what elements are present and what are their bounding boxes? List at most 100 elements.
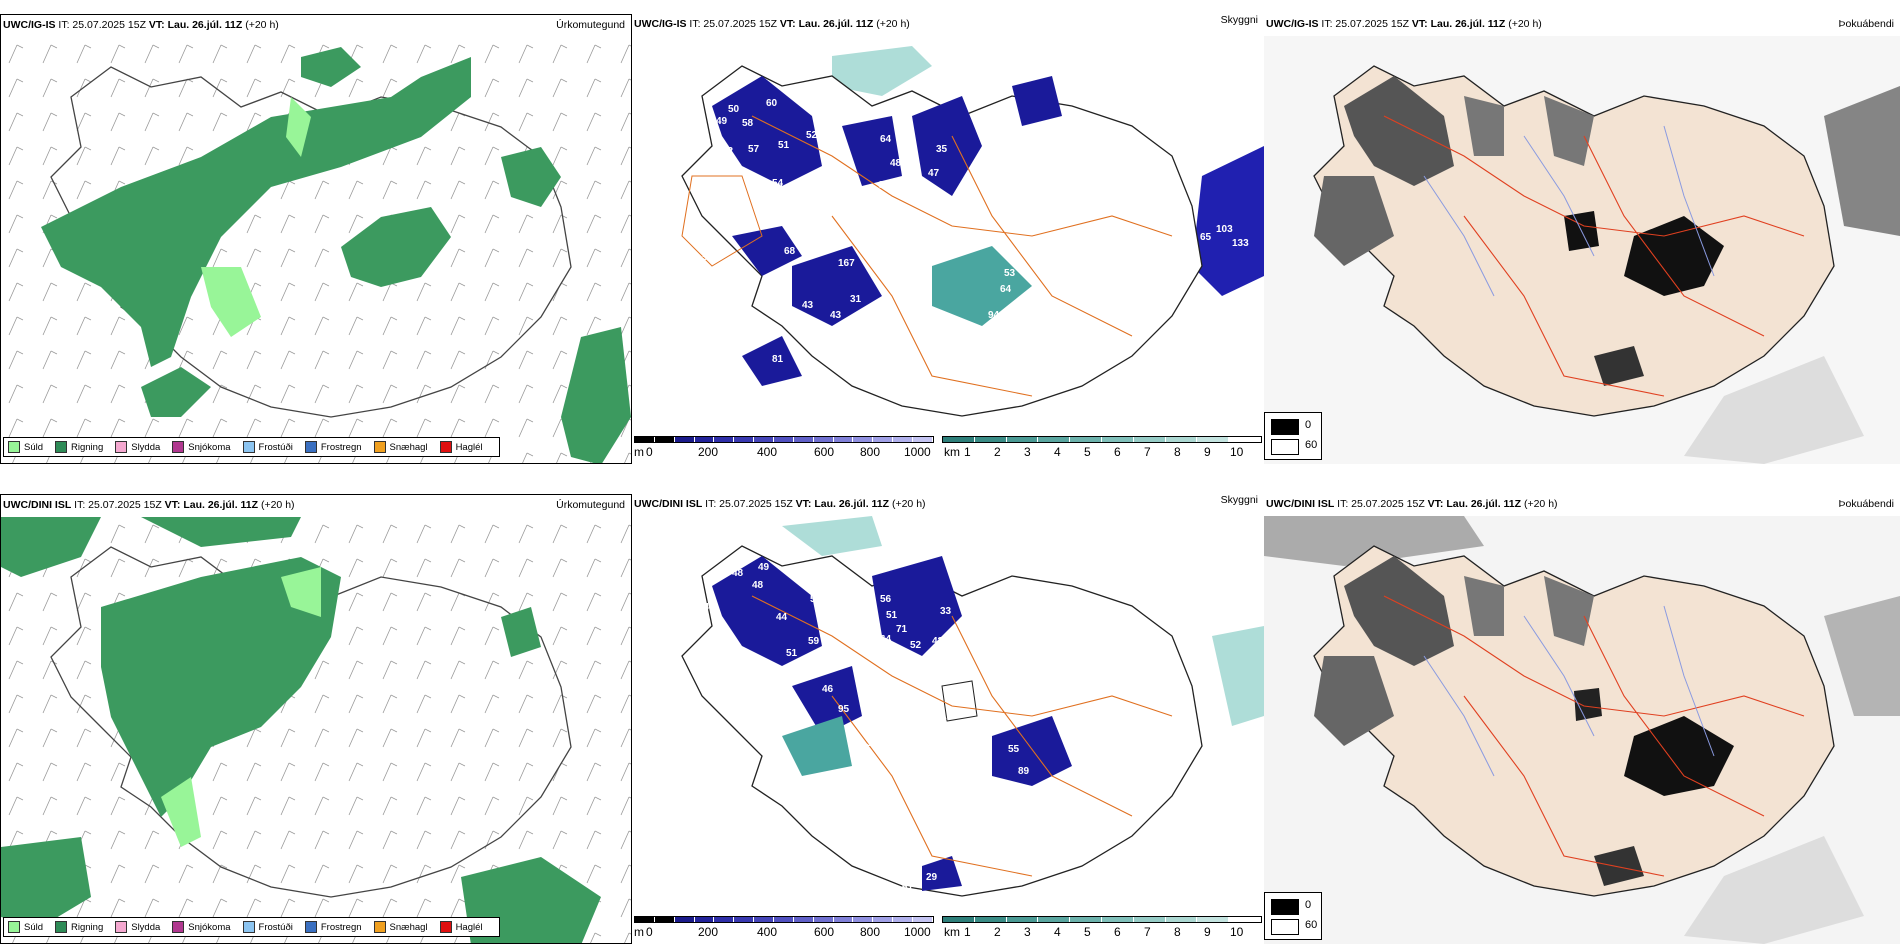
visibility-label: 43 [724,224,736,235]
legend-swatch [8,441,20,453]
colorbar-tick: 10 [1230,925,1244,939]
fog-map [1264,516,1900,944]
visibility-label: 57 [894,720,906,731]
legend-label: Snæhagl [389,921,428,933]
visibility-label: 95 [838,704,850,715]
lead-time: (+20 h) [1508,18,1542,30]
legend-item: Slydda [115,921,160,933]
legend-label: Snæhagl [389,441,428,453]
fog-legend-swatch-white [1271,919,1299,935]
legend-label: Frostregn [320,441,362,453]
visibility-label: 65 [1200,232,1212,243]
legend-label: Frostúði [258,441,293,453]
visibility-label: 33 [940,606,952,617]
colorbar-unit: km [944,445,960,459]
fog-panel-bottom: UWC/DINI ISL IT: 25.07.2025 15Z VT: Lau.… [1264,494,1900,944]
legend-swatch [439,441,452,453]
legend-swatch [304,441,317,453]
visibility-label: 59 [808,636,820,647]
colorbar-tick: 0 [646,445,653,459]
colorbar-tick: 3 [1024,445,1031,459]
colorbar-tick: 600 [814,925,835,939]
valid-time-label: VT: [795,498,812,510]
colorbar-tick: 1 [964,925,971,939]
visibility-panel-top: UWC/IG-IS IT: 25.07.2025 15Z VT: Lau. 26… [632,14,1264,464]
visibility-label: 52 [856,318,868,329]
legend-swatch [439,921,452,933]
visibility-label: 36 [866,644,878,655]
visibility-label: 43 [802,300,814,311]
visibility-colorbar-bar [942,916,1262,923]
panel-header: UWC/DINI ISL IT: 25.07.2025 15Z VT: Lau.… [634,494,1260,512]
legend-swatch [172,441,185,453]
valid-time-label: VT: [779,18,796,30]
legend-item: Frostúði [242,921,293,933]
visibility-label: 54 [698,602,710,613]
visibility-label: 51 [778,140,790,151]
precip-map [1,517,631,943]
visibility-label: 35 [936,144,948,155]
lead-time: (+20 h) [245,19,279,31]
legend-swatch [55,921,68,933]
lead-time: (+20 h) [260,499,295,511]
lead-time: (+20 h) [876,18,910,30]
parameter-name: Skyggni [1220,14,1258,26]
visibility-label: 53 [1004,268,1016,279]
visibility-label: 49 [804,324,816,335]
fog-legend-swatch-black [1271,419,1299,435]
legend-item: Frostregn [304,921,362,933]
visibility-label: 46 [822,684,834,695]
visibility-label: 58 [804,184,816,195]
colorbar-tick: 200 [698,445,719,459]
fog-legend-label: 0 [1305,419,1312,431]
legend-item: Rigning [55,441,103,453]
visibility-label: 103 [1216,224,1233,235]
panel-header: UWC/IG-IS IT: 25.07.2025 15Z VT: Lau. 26… [3,19,627,33]
init-time: IT: 25.07.2025 15Z [689,18,777,30]
fog-legend-label: 60 [1305,439,1318,451]
model-name: UWC/IG-IS [1266,18,1319,30]
legend-item: Snjókoma [172,921,231,933]
visibility-label: 43 [830,310,842,321]
visibility-label: 31 [850,294,862,305]
legend-item: Snæhagl [373,921,428,933]
visibility-label: 94 [988,310,1000,321]
legend-item: Slydda [115,441,160,453]
colorbar-tick: 2 [994,445,1001,459]
visibility-label: 76 [936,716,948,727]
visibility-label: 36 [928,392,940,403]
visibility-label: 39 [902,396,914,407]
visibility-label: 54 [772,178,784,189]
visibility-label: 52 [806,130,818,141]
colorbar-tick: 2 [994,925,1001,939]
legend-label: Haglél [455,921,483,933]
init-time: IT: 25.07.2025 15Z [58,19,146,31]
colorbar-tick: 800 [860,925,881,939]
fog-legend: 0 60 [1264,412,1322,460]
visibility-label: 101 [1064,568,1081,579]
legend-item: Frostregn [304,441,362,453]
init-time: IT: 25.07.2025 15Z [705,498,793,510]
legend-swatch [115,921,128,933]
precip-panel-bottom: UWC/DINI ISL IT: 25.07.2025 15Z VT: Lau.… [0,494,632,944]
visibility-label: 42 [932,636,944,647]
legend-label: Frostregn [320,921,362,933]
fog-panel-top: UWC/IG-IS IT: 25.07.2025 15Z VT: Lau. 26… [1264,14,1900,464]
visibility-label: 133 [1232,238,1249,249]
valid-time: Lau. 26.júl. 11Z [167,19,243,31]
model-name: UWC/DINI ISL [1266,498,1335,510]
visibility-colorbar-bar [942,436,1262,443]
model-name: UWC/IG-IS [3,19,56,31]
visibility-label: 64 [880,134,892,145]
colorbar-unit: m [634,925,644,939]
colorbar-tick: 1000 [904,445,931,459]
visibility-label: 49 [758,562,770,573]
legend-label: Snjókoma [188,441,231,453]
panel-header: UWC/IG-IS IT: 25.07.2025 15Z VT: Lau. 26… [634,14,1260,32]
legend-swatch [373,921,386,933]
visibility-label: 70 [904,358,916,369]
visibility-label: 68 [784,246,796,257]
visibility-label: 50 [910,378,922,389]
valid-time: Lau. 26.júl. 11Z [798,18,874,30]
legend-label: Slydda [131,441,161,453]
